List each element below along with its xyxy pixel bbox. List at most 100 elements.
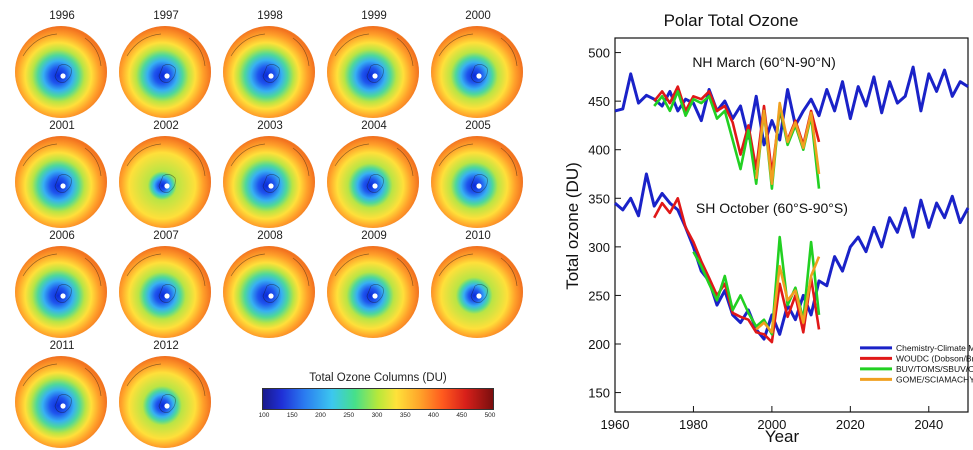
south-pole-marker (60, 73, 66, 79)
x-tick-label: 2020 (836, 417, 865, 432)
coastline-outline (230, 33, 310, 83)
ozone-map-2001: 2001 (10, 120, 114, 230)
ozone-map-2000: 2000 (426, 10, 530, 120)
y-tick-label: 300 (588, 240, 610, 255)
colorbar-tick-label: 250 (343, 412, 355, 419)
coastline-outline (230, 143, 310, 193)
y-axis-label: Total ozone (DU) (563, 162, 582, 290)
legend: Chemistry-Climate Model E39CAWOUDC (Dobs… (860, 343, 973, 384)
ozone-disc (15, 246, 107, 338)
south-pole-marker (60, 293, 66, 299)
ozone-disc (223, 26, 315, 118)
ozone-disc (223, 246, 315, 338)
series-line-sh-5 (653, 197, 821, 344)
map-year-label: 1999 (361, 10, 387, 22)
coastline-outline (126, 143, 206, 193)
ozone-disc (327, 26, 419, 118)
map-year-label: 2005 (465, 120, 491, 132)
colorbar-tick-label: 350 (399, 412, 411, 419)
colorbar-tick-label: 300 (371, 412, 383, 419)
coastline-outline (334, 253, 414, 303)
map-year-label: 1996 (49, 10, 75, 22)
y-tick-label: 350 (588, 191, 610, 206)
legend-label: WOUDC (Dobson/Brewer/Filter) (896, 353, 973, 363)
coastline-outline (126, 33, 206, 83)
south-pole-marker (476, 183, 482, 189)
y-tick-label: 450 (588, 94, 610, 109)
ozone-map-2005: 2005 (426, 120, 530, 230)
south-pole-marker (476, 73, 482, 79)
colorbar-tick-label: 150 (286, 412, 298, 419)
south-pole-marker (268, 293, 274, 299)
map-year-label: 1998 (257, 10, 283, 22)
coastline-outline (22, 363, 102, 413)
south-pole-marker (372, 73, 378, 79)
annotation-sh: SH October (60°S-90°S) (696, 200, 848, 216)
ozone-map-1997: 1997 (114, 10, 218, 120)
map-year-label: 1997 (153, 10, 179, 22)
coastline-outline (438, 143, 518, 193)
ozone-map-2009: 2009 (322, 230, 426, 340)
ozone-disc (431, 136, 523, 228)
x-axis-label: Year (765, 427, 800, 446)
y-tick-label: 500 (588, 46, 610, 61)
map-year-label: 2000 (465, 10, 491, 22)
colorbar-tick-label: 500 (484, 412, 496, 419)
ozone-map-1996: 1996 (10, 10, 114, 120)
map-year-label: 2004 (361, 120, 387, 132)
ozone-map-2006: 2006 (10, 230, 114, 340)
y-tick-label: 150 (588, 386, 610, 401)
legend-label: GOME/SCIAMACHY/GOME-2 (896, 374, 973, 384)
ozone-disc (327, 136, 419, 228)
coastline-outline (126, 363, 206, 413)
ozone-map-2012: 2012 (114, 340, 218, 450)
coastline-outline (22, 33, 102, 83)
coastline-outline (22, 143, 102, 193)
map-year-label: 2006 (49, 230, 75, 242)
ozone-disc (431, 26, 523, 118)
plot-frame (614, 37, 969, 413)
south-pole-marker (268, 183, 274, 189)
south-pole-marker (372, 183, 378, 189)
colorbar-tick-label: 200 (315, 412, 326, 419)
colorbar-title: Total Ozone Columns (DU) (309, 372, 447, 384)
colorbar-tick-label: 400 (428, 412, 439, 419)
south-pole-marker (164, 73, 170, 79)
south-pole-marker (60, 183, 66, 189)
colorbar-tick-label: 100 (258, 412, 270, 419)
x-tick-label: 2000 (757, 417, 786, 432)
series-line-nh-3 (754, 101, 821, 185)
map-year-label: 2002 (153, 120, 179, 132)
series-line-sh-7 (755, 256, 821, 334)
south-pole-marker (372, 293, 378, 299)
ozone-disc (119, 136, 211, 228)
south-pole-marker (164, 183, 170, 189)
chart-title: Polar Total Ozone (664, 11, 799, 30)
legend-label: BUV/TOMS/SBUV/OMI (896, 364, 973, 374)
y-tick-label: 400 (588, 143, 610, 158)
colorbar: Total Ozone Columns (DU) 100 150 200 250 300… (258, 372, 498, 428)
x-tick-label: 1980 (679, 417, 708, 432)
polar-ozone-chart: Polar Total Ozone 150 200 250 300 350 400 450 5… (563, 11, 973, 446)
ozone-disc (15, 356, 107, 448)
ozone-disc (119, 356, 211, 448)
ozone-map-2002: 2002 (114, 120, 218, 230)
ozone-map-1999: 1999 (322, 10, 426, 120)
south-pole-marker (60, 403, 66, 409)
map-year-label: 2012 (153, 340, 179, 352)
ozone-map-2003: 2003 (218, 120, 322, 230)
ozone-disc (119, 246, 211, 338)
ozone-disc (223, 136, 315, 228)
map-year-label: 2007 (153, 230, 179, 242)
coastline-outline (334, 143, 414, 193)
plot-area: 150 200 250 300 350 400 450 500 1960 1980 2000 2020… (588, 37, 973, 432)
ozone-disc (15, 136, 107, 228)
ozone-map-1998: 1998 (218, 10, 322, 120)
series-line-sh-4 (614, 172, 970, 341)
ozone-map-2007: 2007 (114, 230, 218, 340)
y-tick-label: 250 (588, 288, 610, 303)
x-tick-label: 1960 (601, 417, 630, 432)
y-tick-label: 200 (588, 337, 610, 352)
ozone-map-2008: 2008 (218, 230, 322, 340)
coastline-outline (438, 33, 518, 83)
